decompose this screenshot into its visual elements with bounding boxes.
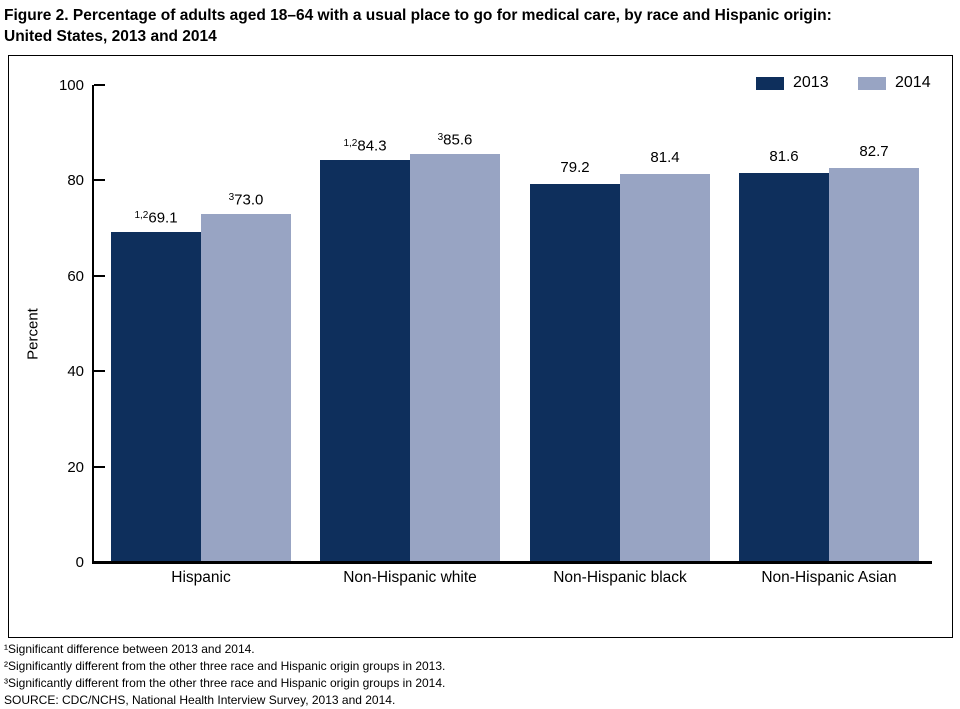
y-tick-label-0: 0: [75, 554, 84, 571]
significance-superscript: 3: [437, 131, 444, 143]
y-tick-label-80: 80: [67, 172, 84, 190]
bar-2013-hispanic: [111, 232, 201, 563]
y-axis-title: Percent: [24, 308, 42, 360]
figure-title-line1: Figure 2. Percentage of adults aged 18–6…: [4, 7, 832, 24]
bar-2013-non-hispanic-black: [530, 184, 620, 563]
footnote-3: ³Significantly different from the other …: [4, 676, 446, 690]
bar-2013-non-hispanic-white: [320, 159, 410, 563]
chart-area: 2013 2014 Percent 1,269.1 373.0 Hispanic 1,…: [8, 55, 953, 638]
legend-label-2014: 2014: [895, 74, 931, 91]
bar-value-label-2014-hispanic: 373.0: [228, 191, 264, 209]
y-axis-line: [92, 85, 94, 563]
bar-2014-non-hispanic-asian: [829, 167, 919, 563]
legend-item-2014: 2014: [858, 74, 931, 92]
footnotes: ¹Significant difference between 2013 and…: [4, 641, 445, 709]
y-tick-60: [94, 274, 105, 277]
significance-superscript: 1,2: [343, 137, 358, 149]
y-tick-label-60: 60: [67, 267, 84, 285]
x-category-label-non-hispanic-asian: Non-Hispanic Asian: [761, 569, 897, 586]
bar-value-label-2013-non-hispanic-white: 1,284.3: [343, 137, 387, 155]
bar-2014-non-hispanic-white: [410, 153, 500, 563]
x-category-label-non-hispanic-white: Non-Hispanic white: [343, 569, 477, 586]
y-tick-100: [94, 84, 105, 86]
x-category-label-non-hispanic-black: Non-Hispanic black: [553, 569, 687, 586]
bar-value-label-2013-non-hispanic-asian: 81.6: [769, 147, 799, 165]
legend-item-2013: 2013: [756, 74, 829, 92]
y-tick-label-20: 20: [67, 458, 84, 476]
legend-label-2013: 2013: [793, 74, 829, 91]
bar-2014-non-hispanic-black: [620, 173, 710, 563]
significance-superscript: 3: [228, 191, 235, 203]
bar-2013-non-hispanic-asian: [739, 172, 829, 563]
footnote-2: ²Significantly different from the other …: [4, 659, 446, 673]
x-category-label-hispanic: Hispanic: [171, 569, 231, 586]
legend-swatch-2013: [756, 76, 784, 90]
legend-swatch-2014: [858, 76, 886, 90]
footnote-1: ¹Significant difference between 2013 and…: [4, 642, 255, 656]
y-tick-20: [94, 465, 105, 468]
y-tick-label-40: 40: [67, 363, 84, 381]
y-tick-80: [94, 179, 105, 182]
figure-title-line2: United States, 2013 and 2014: [4, 28, 217, 45]
footnote-source: SOURCE: CDC/NCHS, National Health Interv…: [4, 693, 396, 707]
figure-title: Figure 2. Percentage of adults aged 18–6…: [4, 5, 956, 47]
bar-2014-hispanic: [201, 213, 291, 563]
y-tick-label-100: 100: [58, 77, 84, 94]
x-axis-line: [92, 561, 932, 564]
bar-value-label-2013-non-hispanic-black: 79.2: [560, 159, 590, 177]
bar-value-label-2014-non-hispanic-black: 81.4: [650, 148, 680, 166]
bar-value-label-2014-non-hispanic-white: 385.6: [437, 131, 473, 149]
bar-value-label-2014-non-hispanic-asian: 82.7: [859, 142, 889, 160]
significance-superscript: 1,2: [134, 210, 149, 222]
bar-value-label-2013-hispanic: 1,269.1: [134, 209, 178, 227]
y-tick-40: [94, 370, 105, 373]
